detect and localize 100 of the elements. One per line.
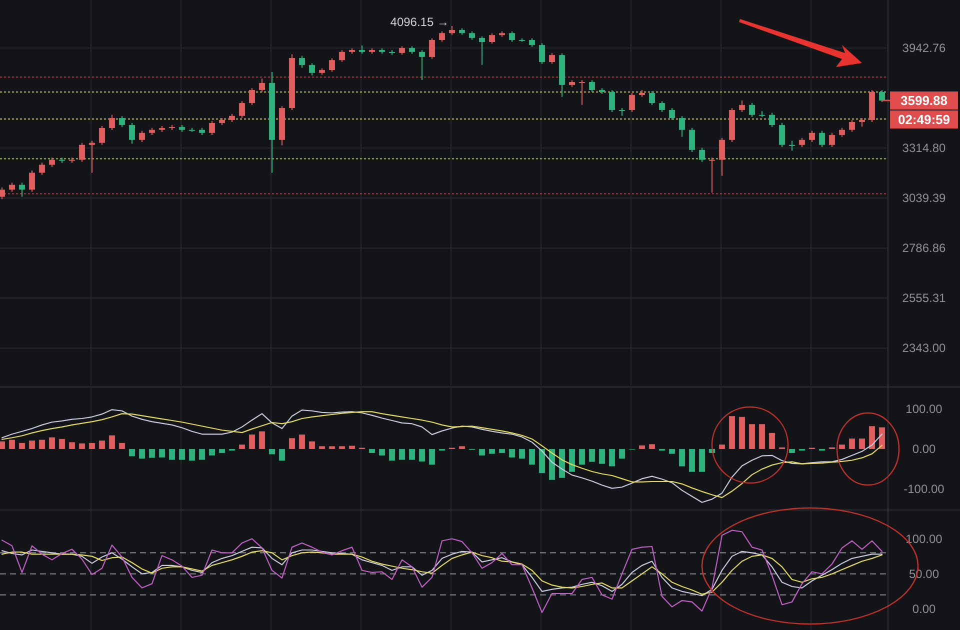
bar [139, 449, 145, 459]
bar [239, 444, 245, 449]
candlestick [619, 108, 625, 116]
bar [519, 449, 525, 459]
candlestick [739, 100, 745, 112]
bar [699, 449, 705, 472]
candlestick [689, 127, 695, 153]
candlestick [649, 90, 655, 106]
bar [369, 449, 375, 454]
candlestick [659, 100, 665, 112]
y-tick-label: 2343.00 [902, 341, 946, 356]
bar [619, 449, 625, 459]
bar [509, 449, 515, 458]
bar [839, 444, 845, 449]
y-tick-label: 2786.86 [902, 241, 946, 256]
bar [639, 445, 645, 449]
bar [149, 449, 155, 458]
candlestick [839, 127, 845, 138]
candlestick [239, 100, 245, 118]
bar [879, 427, 885, 449]
candlestick [509, 30, 515, 42]
candlestick [479, 36, 485, 66]
bar [679, 449, 685, 466]
candlestick [249, 88, 255, 106]
bar [349, 446, 355, 449]
bar [589, 449, 595, 462]
candlestick [819, 130, 825, 148]
text: 3599.88 [900, 92, 948, 108]
bar [249, 434, 255, 449]
bar [19, 442, 25, 449]
bar [399, 449, 405, 460]
y-tick-label: -100.00 [904, 482, 945, 496]
candlestick [609, 90, 615, 112]
candlestick [99, 126, 105, 146]
text: 02:49:59 [898, 112, 950, 127]
y-tick-label: 100.00 [906, 532, 943, 546]
bar [609, 449, 615, 466]
bar [859, 438, 865, 449]
y-tick-label: 0.00 [912, 442, 936, 456]
bar [69, 442, 75, 449]
candlestick [139, 130, 145, 142]
bar [539, 449, 545, 474]
candlestick [49, 157, 55, 168]
bar [279, 449, 285, 461]
candlestick [109, 114, 115, 131]
bar [189, 449, 195, 461]
bar [309, 441, 315, 449]
candlestick [849, 120, 855, 132]
bar [749, 424, 755, 449]
bar [339, 446, 345, 449]
bar [119, 442, 125, 449]
bar [689, 449, 695, 472]
candlestick [419, 50, 425, 80]
bar [89, 442, 95, 449]
bar [0, 441, 5, 449]
bar [319, 446, 325, 449]
y-tick-label: 3314.80 [902, 141, 946, 156]
candlestick [259, 78, 265, 92]
line-series [1, 530, 883, 614]
candlestick [89, 140, 95, 174]
candlestick [719, 137, 725, 176]
candlestick [769, 112, 775, 128]
candlestick [679, 116, 685, 138]
bar [849, 438, 855, 449]
candlestick [699, 147, 705, 162]
bar [209, 449, 215, 456]
bar [389, 449, 395, 461]
y-tick-label: 0.00 [912, 602, 936, 616]
bar [669, 449, 675, 454]
bar [329, 446, 335, 449]
candlestick [489, 32, 495, 44]
candlestick [879, 90, 885, 103]
candlestick [339, 50, 345, 62]
bar [529, 449, 535, 465]
bar [259, 431, 265, 449]
bar [199, 449, 205, 460]
bar [159, 449, 165, 458]
candlestick [329, 58, 335, 72]
bar [649, 444, 655, 449]
bar [169, 449, 175, 460]
candlestick [579, 80, 585, 106]
bar [109, 435, 115, 449]
candlestick [709, 157, 715, 194]
annotation: 4096.15 → [390, 14, 449, 29]
candlestick [589, 80, 595, 92]
bar [9, 440, 15, 449]
bar [719, 444, 725, 449]
bar [39, 440, 45, 449]
bar [479, 449, 485, 456]
y-tick-label: 3942.76 [902, 41, 946, 56]
bar [599, 449, 605, 464]
bar [269, 449, 275, 454]
candlestick [629, 92, 635, 112]
candlestick [309, 62, 315, 76]
candlestick [9, 182, 15, 192]
bar [569, 449, 575, 472]
bar [559, 449, 565, 478]
candlestick [429, 38, 435, 60]
bar [219, 449, 225, 454]
bar [579, 449, 585, 465]
